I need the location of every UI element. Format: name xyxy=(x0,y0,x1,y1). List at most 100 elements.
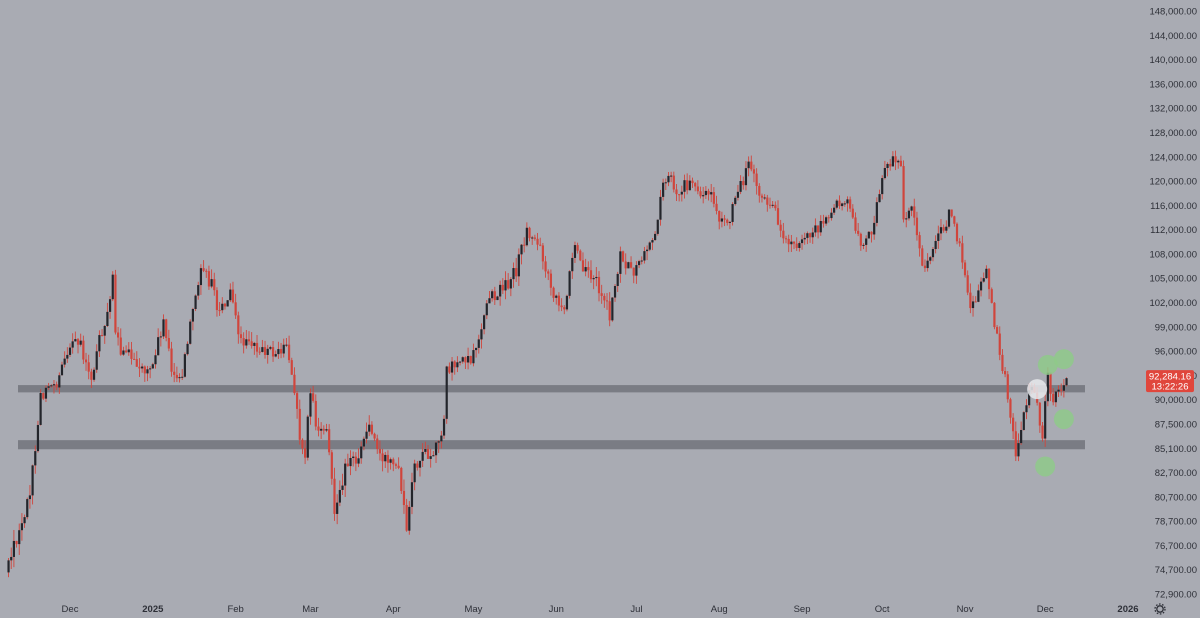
candle xyxy=(23,514,26,528)
candle-body xyxy=(1017,443,1020,457)
candle-body xyxy=(571,257,574,272)
candle xyxy=(424,441,427,455)
candle-body xyxy=(218,310,221,312)
y-tick-label: 120,000.00 xyxy=(1149,177,1197,188)
candle-body xyxy=(520,244,523,255)
candle xyxy=(221,297,224,314)
candle-body xyxy=(416,463,419,468)
candle xyxy=(84,352,88,371)
gear-icon-teeth[interactable] xyxy=(1154,603,1166,615)
candle xyxy=(157,328,160,356)
candle-body xyxy=(637,261,641,266)
candle-body xyxy=(670,175,673,177)
candle xyxy=(686,173,689,195)
candle xyxy=(122,346,125,356)
candle xyxy=(287,335,291,363)
candle xyxy=(694,181,697,192)
candle-body xyxy=(1038,402,1041,426)
candle-body xyxy=(314,400,317,427)
candle-body xyxy=(384,454,387,462)
candle xyxy=(1025,399,1028,420)
candle xyxy=(613,284,617,302)
candle-body xyxy=(197,285,200,296)
candle xyxy=(907,207,911,221)
candle xyxy=(635,261,638,284)
y-tick-label: 72,900.00 xyxy=(1155,590,1197,601)
candle-body xyxy=(7,560,10,573)
price-axis[interactable]: 148,000.00 144,000.00 140,000.00 136,000.00… xyxy=(1149,7,1197,601)
candle xyxy=(392,457,395,472)
candle xyxy=(771,201,774,208)
gear-icon[interactable] xyxy=(1154,603,1166,615)
gear-icon-ring[interactable] xyxy=(1156,605,1164,613)
candle-body xyxy=(175,374,178,379)
candle-body xyxy=(162,319,165,337)
y-tick-label: 148,000.00 xyxy=(1149,7,1197,18)
candle xyxy=(1065,377,1068,387)
candle-body xyxy=(301,439,304,449)
candle xyxy=(199,264,203,295)
time-axis[interactable]: Dec 2025 Feb Mar Apr May Jun Jul Aug Sep Oct Nov Dec… xyxy=(62,604,1139,615)
candle-body xyxy=(130,349,133,359)
candle xyxy=(969,283,972,314)
candle-body xyxy=(1012,417,1015,432)
candle xyxy=(245,329,248,349)
candle xyxy=(760,193,764,203)
candle xyxy=(573,241,577,263)
candle xyxy=(293,367,296,396)
candle-body xyxy=(974,301,977,303)
candle xyxy=(691,177,694,188)
candle-body xyxy=(312,393,315,401)
candle xyxy=(475,347,478,358)
candle-body xyxy=(245,339,248,346)
candle xyxy=(483,314,486,335)
candle-body xyxy=(918,235,921,249)
candle xyxy=(512,262,515,288)
candle xyxy=(595,266,598,287)
candle-body xyxy=(533,237,536,239)
candle-body xyxy=(910,206,913,211)
candle xyxy=(68,343,72,357)
candle xyxy=(464,356,467,370)
candle-body xyxy=(183,354,186,377)
candle xyxy=(945,220,948,234)
candle xyxy=(993,302,996,330)
candle xyxy=(74,331,77,342)
candle-body xyxy=(437,441,440,443)
candle xyxy=(234,293,237,319)
candle-body xyxy=(768,204,772,206)
candle xyxy=(710,183,713,203)
candle xyxy=(629,256,633,269)
candle xyxy=(662,178,665,201)
candle-body xyxy=(662,182,665,197)
candle xyxy=(509,277,512,297)
candle xyxy=(934,235,937,254)
candle-body xyxy=(304,448,307,458)
candle-body xyxy=(205,270,208,272)
candle xyxy=(223,302,227,310)
candle xyxy=(261,339,264,353)
candle-body xyxy=(370,424,374,434)
candle-body xyxy=(587,267,590,271)
candle xyxy=(899,155,903,167)
candle-body xyxy=(635,265,638,276)
candle-body xyxy=(563,307,566,310)
candle xyxy=(31,464,34,505)
candle-body xyxy=(44,387,48,399)
candle-body xyxy=(464,357,467,363)
candle xyxy=(841,202,844,211)
candle xyxy=(34,445,37,474)
candle-body xyxy=(523,244,526,246)
candle-body xyxy=(608,301,611,321)
support-zone-1 xyxy=(18,385,1085,393)
candle-body xyxy=(432,455,435,457)
candle xyxy=(183,352,186,378)
candle-body xyxy=(239,334,243,339)
candle xyxy=(637,259,641,269)
candle xyxy=(720,211,723,228)
candle xyxy=(923,259,927,272)
candle xyxy=(12,529,15,568)
candle xyxy=(274,350,277,358)
candle xyxy=(982,272,985,283)
candle-body xyxy=(726,219,729,223)
